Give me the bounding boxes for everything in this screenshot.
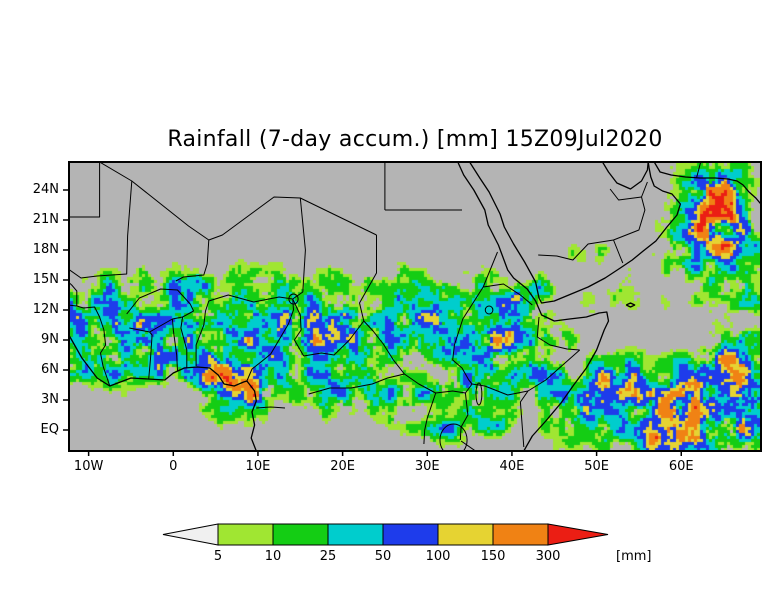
colorbar-segment-10 <box>272 523 329 546</box>
lon-tick-label-10W: 10W <box>73 459 104 474</box>
border-ethiopia-somalia <box>536 316 580 351</box>
coastline-makran <box>654 163 760 205</box>
lat-tick-label-18N: 18N <box>32 242 59 257</box>
colorbar-label-300: 300 <box>535 549 561 564</box>
border-burkina-north <box>126 288 195 315</box>
figure-title: Rainfall (7-day accum.) [mm] 15Z09Jul202… <box>167 127 663 152</box>
border-somalia-ethiopia-kenya <box>519 349 581 448</box>
colorbar-segment-25 <box>327 523 384 546</box>
coastline-arabia <box>469 163 682 304</box>
map-outline-overlay <box>63 161 762 456</box>
colorbar-segment-5 <box>217 523 274 546</box>
border-saudi-yemen <box>538 239 614 261</box>
coastline-red-sea-horn-east-africa <box>457 163 610 450</box>
colorbar-label-150: 150 <box>480 549 506 564</box>
lon-tick-label-0: 0 <box>169 459 178 474</box>
map-plot-area <box>63 161 762 456</box>
border-eritrea-ethiopia-djibouti <box>483 283 533 306</box>
coastline-persian-gulf-south <box>602 163 649 190</box>
border-benin-nigeria <box>195 300 210 366</box>
lake-turkana <box>475 382 483 406</box>
lon-tick-label-30E: 30E <box>414 459 440 474</box>
coastline-gulf-of-guinea <box>70 335 257 450</box>
lat-tick-label-3N: 3N <box>41 392 59 407</box>
colorbar-label-50: 50 <box>374 549 392 564</box>
border-senegal-mali <box>70 282 78 307</box>
border-kenya-tanzania <box>460 440 475 450</box>
colorbar-segment-50 <box>382 523 439 546</box>
lat-tick-label-EQ: EQ <box>40 422 59 437</box>
border-cameroon-gabon <box>256 406 286 409</box>
colorbar-label-100: 100 <box>425 549 451 564</box>
colorbar-label-25: 25 <box>319 549 337 564</box>
lake-chad <box>288 293 299 305</box>
border-yemen-oman <box>613 239 624 264</box>
colorbar-below-arrow <box>162 523 219 546</box>
border-iran-pakistan <box>696 163 701 179</box>
border-sudan-ethiopia-eritrea <box>453 251 498 346</box>
lake-victoria <box>439 423 468 450</box>
border-mali-niger <box>175 239 210 282</box>
border-nigeria-cameroon <box>246 298 294 382</box>
border-saudi-oman-uae <box>613 181 648 241</box>
border-uganda-drc <box>423 392 437 445</box>
border-saudi-uae <box>609 188 642 201</box>
lon-tick-label-20E: 20E <box>330 459 355 474</box>
colorbar-segment-100 <box>437 523 494 546</box>
lat-tick-label-21N: 21N <box>32 212 59 227</box>
border-togo-benin <box>180 316 188 368</box>
border-burkina-south <box>129 310 194 333</box>
colorbar-above-arrow <box>547 523 609 546</box>
border-mauritania-mali-senegal <box>70 180 133 279</box>
border-chad-sudan-car <box>359 235 405 375</box>
border-ssudan-uganda-north <box>404 373 466 394</box>
border-niger-nigeria <box>208 294 293 303</box>
lon-tick-label-50E: 50E <box>584 459 609 474</box>
border-civ-ghana <box>148 331 153 380</box>
border-chad-car <box>303 320 365 357</box>
colorbar-segment-150 <box>492 523 549 546</box>
lon-tick-label-10E: 10E <box>245 459 271 474</box>
lat-tick-label-15N: 15N <box>32 272 59 287</box>
lat-tick-label-12N: 12N <box>32 302 59 317</box>
border-ethiopia-ssudan <box>452 344 473 385</box>
colorbar-label-10: 10 <box>264 549 282 564</box>
border-wsahara-mauritania <box>70 163 101 218</box>
plot-frame <box>68 161 762 452</box>
lat-tick-label-24N: 24N <box>32 182 59 197</box>
lake-tana <box>484 305 494 315</box>
border-guinea-mali <box>76 305 105 331</box>
coastline-socotra <box>625 302 636 308</box>
border-ethiopia-kenya <box>472 383 529 396</box>
border-ghana-togo <box>171 318 178 372</box>
border-guinea-civ-liberia <box>100 329 111 387</box>
lat-tick-label-6N: 6N <box>41 362 59 377</box>
border-car-drc-ssudan <box>308 373 405 395</box>
border-algeria-niger-libya-chad <box>208 196 377 241</box>
lon-tick-label-60E: 60E <box>668 459 694 474</box>
colorbar-label-5: 5 <box>213 549 223 564</box>
border-algeria-mali <box>100 163 210 241</box>
colorbar-scale <box>162 523 609 546</box>
colorbar-unit-label: [mm] <box>616 549 652 564</box>
lon-tick-label-40E: 40E <box>499 459 525 474</box>
border-kenya-uganda <box>459 383 473 441</box>
lat-tick-label-9N: 9N <box>41 332 59 347</box>
border-cameroon-chad <box>292 298 305 357</box>
border-niger-chad <box>292 197 306 300</box>
